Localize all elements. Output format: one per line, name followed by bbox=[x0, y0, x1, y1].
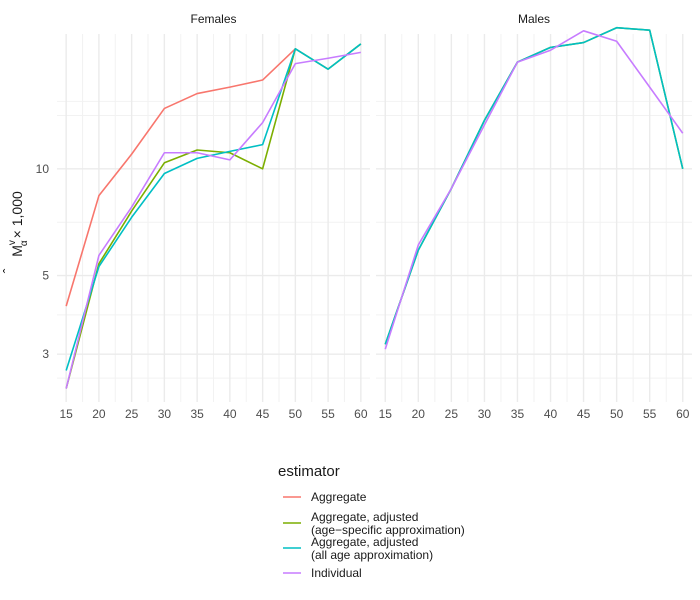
legend-item-age: Aggregate, adjusted(age−specific approxi… bbox=[283, 510, 465, 537]
x-tick-label: 45 bbox=[577, 407, 591, 421]
y-axis-label: Mvα× 1,000 bbox=[7, 191, 30, 257]
legend-label-line2: (age−specific approximation) bbox=[311, 523, 465, 537]
series-line-agg bbox=[65, 48, 296, 307]
x-tick-label: 25 bbox=[445, 407, 459, 421]
x-tick-label: 55 bbox=[643, 407, 657, 421]
x-tick-label: 55 bbox=[321, 407, 335, 421]
panel-males: Males 15 20 25 30 35 40 45 50 55 60 bbox=[376, 12, 692, 421]
x-tick-label: 20 bbox=[412, 407, 426, 421]
y-tick-label: 5 bbox=[42, 269, 49, 283]
series-line-ind bbox=[65, 51, 361, 389]
gridlines bbox=[57, 34, 370, 402]
legend-title: estimator bbox=[278, 463, 340, 480]
x-tick-label: 35 bbox=[190, 407, 204, 421]
x-tick-label: 35 bbox=[511, 407, 525, 421]
x-tick-label: 15 bbox=[379, 407, 393, 421]
x-tick-label: 15 bbox=[59, 407, 73, 421]
y-tick-label: 10 bbox=[36, 162, 50, 176]
x-tick-label: 45 bbox=[256, 407, 270, 421]
series-line-ind bbox=[384, 30, 684, 350]
legend-label: Aggregate bbox=[311, 490, 367, 504]
legend-item-all: Aggregate, adjusted(all age approximatio… bbox=[283, 535, 433, 562]
y-tick-label: 3 bbox=[42, 347, 49, 361]
legend-label-line2: (all age approximation) bbox=[311, 548, 433, 562]
x-tick-label: 30 bbox=[478, 407, 492, 421]
series-line-all bbox=[65, 43, 362, 371]
panel-title: Males bbox=[518, 12, 550, 26]
legend-item-agg: Aggregate bbox=[283, 490, 367, 504]
x-tick-label: 40 bbox=[544, 407, 558, 421]
legend-label: Individual bbox=[311, 566, 362, 580]
legend-items: Aggregate Aggregate, adjusted(age−specifi… bbox=[283, 490, 465, 580]
x-tick-label: 20 bbox=[92, 407, 106, 421]
y-axis: Mvα× 1,000 ̂ bbox=[2, 191, 30, 274]
y-axis-label-hat: ̂ bbox=[2, 268, 4, 274]
legend-item-ind: Individual bbox=[283, 566, 362, 580]
x-tick-label: 60 bbox=[354, 407, 368, 421]
legend-label: Aggregate, adjusted bbox=[311, 535, 418, 549]
legend-label: Aggregate, adjusted bbox=[311, 510, 418, 524]
gridlines bbox=[376, 34, 692, 402]
x-tick-label: 50 bbox=[610, 407, 624, 421]
series-line-all bbox=[384, 26, 684, 345]
x-tick-label: 25 bbox=[125, 407, 139, 421]
x-tick-label: 60 bbox=[676, 407, 690, 421]
x-tick-label: 30 bbox=[158, 407, 172, 421]
x-tick-label: 40 bbox=[223, 407, 237, 421]
panel-title: Females bbox=[190, 12, 236, 26]
x-tick-label: 50 bbox=[289, 407, 303, 421]
